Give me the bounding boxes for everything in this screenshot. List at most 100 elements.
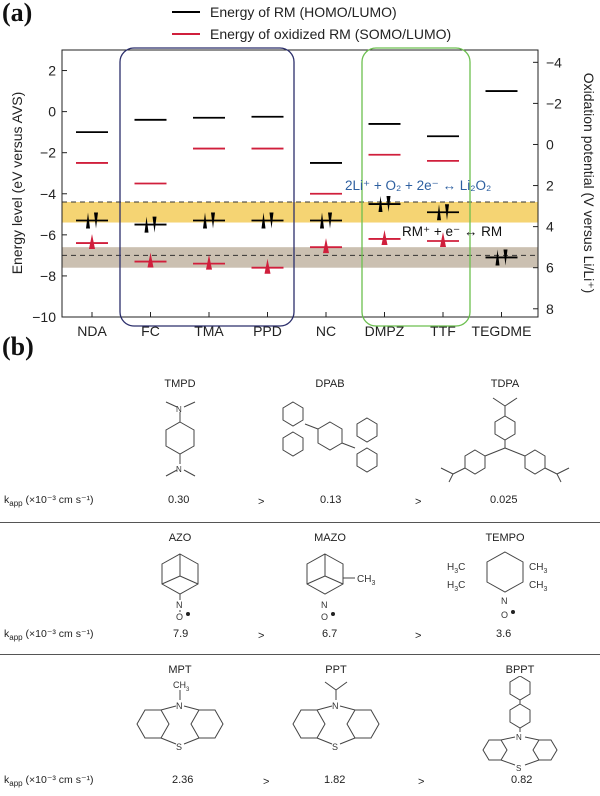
tmpd-structure: N N	[165, 401, 196, 477]
kapp-value: 0.82	[511, 774, 533, 786]
row-1: TMPD N N DPAB TDPA	[0, 378, 600, 518]
x-tick-label: TEGDME	[472, 323, 532, 339]
greater-than: >	[415, 630, 422, 642]
molecule-ppt: PPT N S	[276, 664, 396, 763]
molecule-azo: AZO N O	[130, 532, 230, 625]
panel-b-label: (b)	[2, 332, 34, 361]
molecule-name: TDPA	[490, 378, 520, 390]
rm-homo-electrons-up	[203, 212, 207, 229]
rm-homo-electrons-up	[261, 212, 266, 229]
atom-n: N	[176, 465, 182, 474]
atom-s: S	[176, 742, 182, 752]
group-box-dmpz-ttf	[361, 47, 471, 327]
x-tick-label: FC	[141, 323, 160, 339]
y-tick-label: 0	[48, 104, 56, 120]
greater-than: >	[418, 776, 425, 788]
y-tick-label: −6	[40, 227, 56, 243]
energy-level-chart: 2 0 −2 −4 −6 −8 −10 −4 −2 0 2 4 6 8 NDA FC TMA PPD NC DMP…	[9, 4, 597, 339]
divider	[0, 522, 600, 523]
y-tick-right-label: 2	[546, 178, 554, 194]
x-tick-label: PPD	[253, 323, 282, 339]
legend: Energy of RM (HOMO/LUMO) Energy of oxidiz…	[172, 4, 451, 42]
row-2: AZO N O MAZO CH3 N O TEMPO H3C H3C CH	[0, 532, 600, 652]
energy-levels	[76, 90, 518, 274]
tdpa-structure	[440, 397, 570, 483]
azo-structure: N O	[161, 553, 199, 622]
rm-homo-electrons-down	[211, 212, 215, 229]
annotation-rm: RM⁺ + e⁻ ↔ RM	[402, 224, 502, 239]
atom-o: O	[321, 612, 328, 620]
methyl-group: CH3	[529, 580, 547, 593]
y-tick-right-label: 4	[546, 219, 554, 235]
atom-n: N	[321, 600, 328, 610]
y-tick-label: −2	[40, 145, 56, 161]
greater-than: >	[258, 630, 265, 642]
kapp-value: 2.36	[172, 774, 194, 786]
molecule-mpt: MPT CH3 N S	[120, 664, 240, 763]
ox-somo-electron	[323, 238, 329, 254]
molecule-name: AZO	[168, 532, 192, 544]
y-axis-label-right: Oxidation potential (V versus Li/Li⁺)	[581, 73, 597, 294]
kapp-label: kapp (×10⁻³ cm s⁻¹)	[4, 774, 94, 789]
band-0	[62, 201, 538, 223]
ppt-structure: N S	[292, 681, 380, 752]
methyl-group: H3C	[447, 562, 465, 575]
molecule-name: MPT	[168, 664, 192, 676]
methyl-group: CH3	[529, 562, 547, 575]
kapp-value: 7.9	[173, 628, 189, 640]
y-tick-right-label: −4	[546, 54, 562, 70]
atom-n: N	[332, 701, 339, 711]
y-tick-right-label: 6	[546, 260, 554, 276]
atom-n: N	[176, 600, 183, 610]
panel-a-label: (a)	[2, 0, 33, 27]
rm-homo-electrons-down	[445, 204, 449, 221]
kapp-value: 0.025	[490, 494, 518, 506]
greater-than: >	[258, 496, 265, 508]
molecule-name: PPT	[325, 664, 347, 676]
bppt-structure: N S	[482, 675, 558, 773]
kapp-value: 6.7	[322, 628, 338, 640]
y-tick-right-label: 8	[546, 301, 554, 317]
ox-somo-electron	[147, 252, 154, 268]
molecule-mazo: MAZO CH3 N O	[260, 532, 400, 625]
y-ticks-left: 2 0 −2 −4 −6 −8 −10	[32, 63, 67, 325]
ox-somo-electron	[89, 234, 95, 250]
ox-somo-electron	[206, 254, 212, 270]
x-tick-label: TTF	[430, 323, 456, 339]
methyl-group: CH3	[357, 574, 375, 587]
rm-homo-electrons-down	[328, 212, 332, 229]
ox-somo-electron	[440, 232, 446, 248]
molecule-tmpd: TMPD N N	[110, 378, 250, 489]
methyl-group: CH3	[173, 680, 190, 693]
x-tick-label: NC	[316, 323, 336, 339]
atom-n: N	[516, 733, 522, 742]
molecule-name: BPPT	[505, 664, 535, 676]
ox-somo-electron	[264, 258, 271, 274]
ox-somo-electron	[381, 229, 388, 245]
atom-n: N	[176, 405, 182, 414]
atom-o: O	[501, 610, 508, 620]
row-3: MPT CH3 N S PPT N S BPPT N	[0, 664, 600, 794]
molecule-dpab: DPAB	[260, 378, 400, 479]
y-tick-right-label: 0	[546, 136, 554, 152]
rm-homo-electrons-up	[495, 249, 500, 266]
greater-than: >	[415, 496, 422, 508]
divider	[0, 654, 600, 655]
kapp-label: kapp (×10⁻³ cm s⁻¹)	[4, 628, 94, 643]
annotation-li2o2: 2Li⁺ + O₂ + 2e⁻ ↔ Li₂O₂	[345, 178, 491, 193]
y-tick-label: −10	[32, 309, 56, 325]
x-tick-label: DMPZ	[365, 323, 405, 339]
atom-o: O	[176, 612, 183, 620]
bands	[62, 201, 538, 268]
legend-label: Energy of oxidized RM (SOMO/LUMO)	[210, 26, 451, 42]
plot-frame	[61, 49, 539, 318]
rm-homo-electrons-down	[269, 212, 274, 229]
y-tick-label: −8	[40, 268, 56, 284]
greater-than: >	[263, 776, 270, 788]
x-tick-label: TMA	[194, 323, 224, 339]
molecule-name: MAZO	[314, 532, 346, 544]
rm-homo-electrons-up	[86, 212, 90, 229]
band-1	[62, 247, 538, 268]
x-categories: NDA FC TMA PPD NC DMPZ TTF TEGDME	[77, 312, 531, 339]
kapp-value: 1.82	[324, 774, 346, 786]
